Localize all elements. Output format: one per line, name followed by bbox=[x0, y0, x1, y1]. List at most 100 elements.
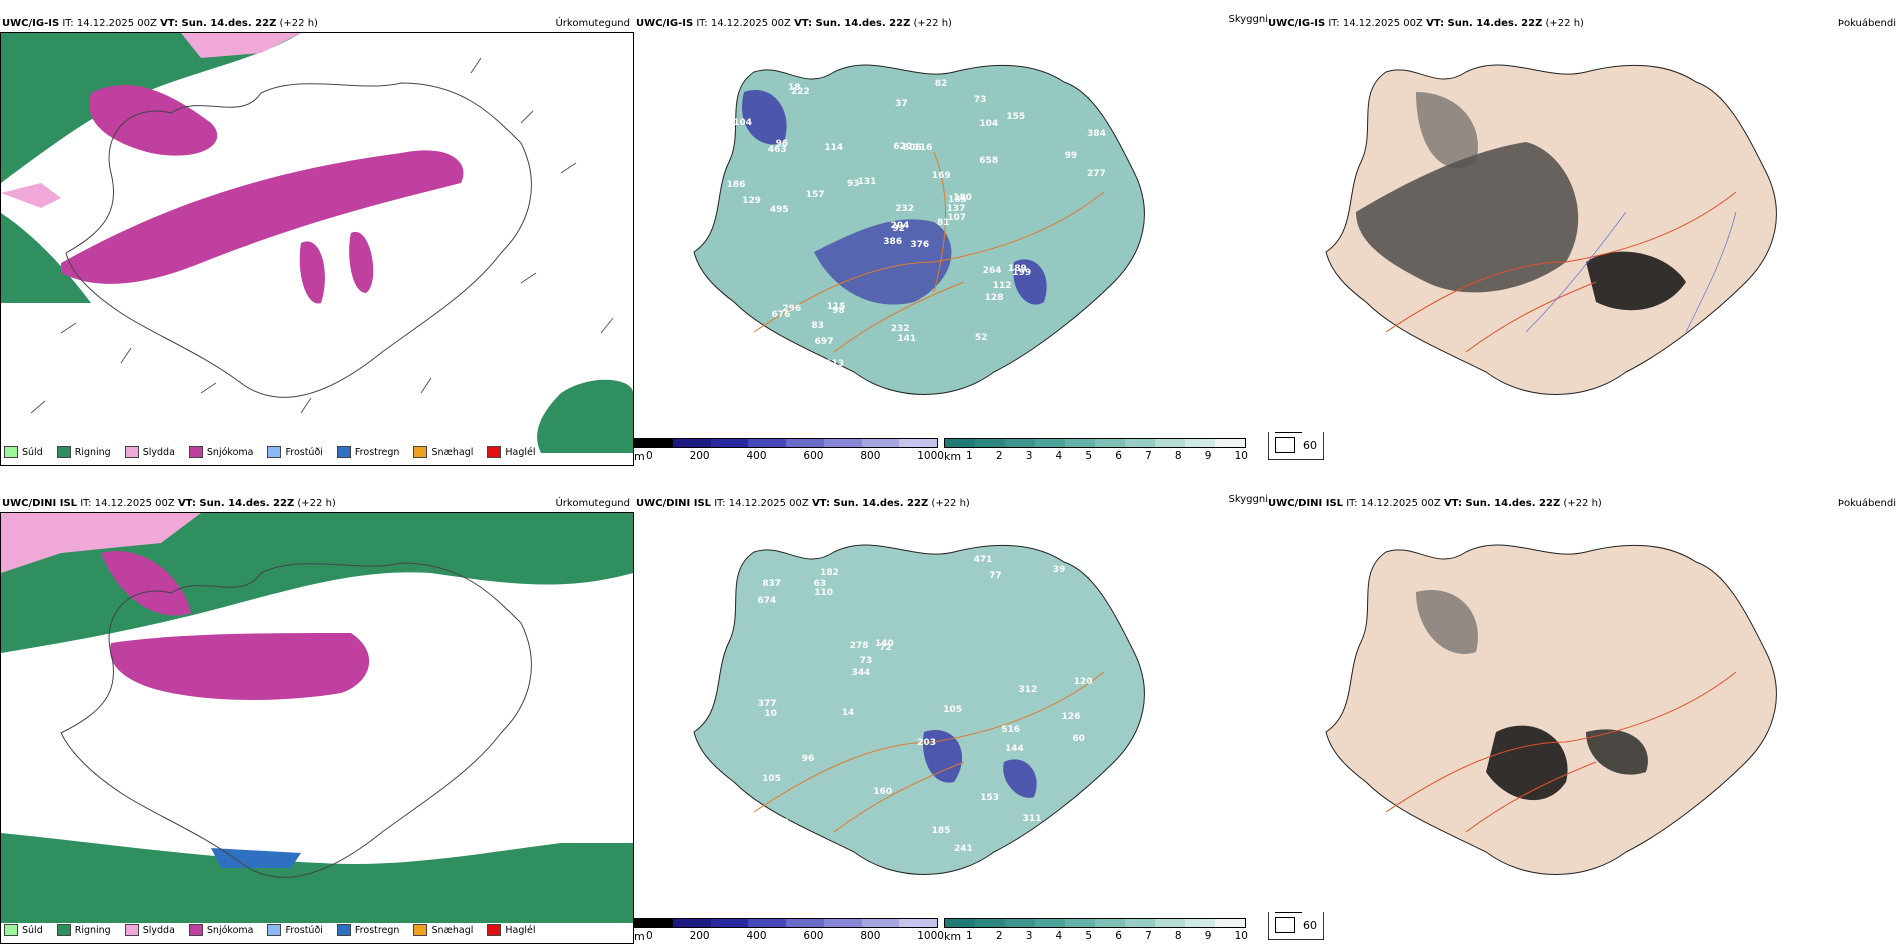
elevation-label: 296 bbox=[782, 303, 802, 314]
elevation-label: 232 bbox=[895, 203, 915, 214]
precip-map bbox=[1, 33, 633, 465]
elevation-label: 168 bbox=[769, 817, 789, 828]
elevation-label: 98 bbox=[832, 306, 845, 317]
elevation-label: 697 bbox=[814, 337, 834, 348]
elevation-label: 10 bbox=[1076, 330, 1089, 341]
panel-title: Úrkomutegund bbox=[555, 498, 630, 509]
elevation-label: 83 bbox=[811, 321, 824, 332]
elevation-label: 96 bbox=[801, 754, 815, 765]
elevation-label: 386 bbox=[883, 237, 903, 248]
elevation-label: 103 bbox=[1050, 362, 1069, 373]
header: UWC/DINI ISL IT: 14.12.2025 00Z VT: Sun.… bbox=[1268, 498, 1602, 509]
elevation-label: 104 bbox=[979, 119, 999, 130]
elevation-label: 157 bbox=[805, 190, 825, 201]
legend-item: Súld bbox=[4, 446, 43, 458]
elevation-label: 658 bbox=[979, 156, 999, 167]
elevation-label: 155 bbox=[1006, 111, 1026, 122]
panel-title: Þokuábendi bbox=[1837, 498, 1896, 509]
legend-item: Rigning bbox=[56, 924, 111, 936]
elevation-label: 674 bbox=[757, 595, 777, 606]
elevation-label: 93 bbox=[846, 179, 860, 190]
header: UWC/IG-IS IT: 14.12.2025 00Z VT: Sun. 14… bbox=[1268, 18, 1584, 29]
elevation-label: 222 bbox=[790, 87, 810, 98]
relief-map bbox=[634, 32, 1266, 432]
cloud-colorbar bbox=[944, 438, 1246, 448]
header: UWC/IG-IS IT: 14.12.2025 00Z VT: Sun. 14… bbox=[2, 18, 318, 29]
legend-item: Frostregn bbox=[336, 446, 399, 458]
elevation-label: 39 bbox=[1052, 565, 1066, 576]
elevation-label: 18 bbox=[788, 83, 801, 94]
elevation-label: 169 bbox=[931, 171, 951, 182]
elevation-colorbar bbox=[634, 918, 938, 928]
elevation-unit: m bbox=[634, 450, 645, 463]
elevation-label: 141 bbox=[897, 333, 917, 344]
precip-legend: Súld Rigning Slydda Snjókoma Frostúði Fr… bbox=[4, 446, 544, 458]
visibility-label: Skyggni bbox=[1228, 14, 1268, 25]
relief-panel-bottom: UWC/DINI ISL IT: 14.12.2025 00Z VT: Sun.… bbox=[634, 494, 1324, 946]
elevation-label: 126 bbox=[1061, 712, 1081, 723]
elevation-labels-bottom: 516 126 168 182 72 311 105 77 278 241 674 377 837 71 1… bbox=[634, 512, 1266, 908]
elevation-label: 90 bbox=[753, 335, 767, 346]
fog-map bbox=[1266, 32, 1900, 432]
elevation-label: 99 bbox=[1064, 151, 1078, 162]
elevation-label: 112 bbox=[992, 281, 1012, 292]
legend-item: Snæhagl bbox=[413, 446, 473, 458]
legend-item: Snjókoma bbox=[188, 924, 253, 936]
elevation-label: 128 bbox=[984, 293, 1004, 304]
elevation-label: 129 bbox=[742, 195, 761, 206]
elevation-label: 14 bbox=[841, 707, 855, 718]
relief-map bbox=[634, 512, 1266, 908]
elevation-label: 203 bbox=[917, 737, 936, 748]
elevation-label: 806 bbox=[902, 142, 922, 153]
legend-item: Haglél bbox=[487, 446, 536, 458]
elevation-label: 277 bbox=[1086, 169, 1106, 180]
legend-item: Súld bbox=[4, 924, 43, 936]
elevation-label: 186 bbox=[726, 179, 746, 190]
elevation-label: 114 bbox=[824, 143, 844, 153]
elevation-label: 137 bbox=[946, 204, 966, 215]
fog-map bbox=[1266, 512, 1900, 912]
elevation-ticks: 0 200 400 600 800 1000 bbox=[646, 930, 944, 942]
legend-item: Snjókoma bbox=[188, 446, 253, 458]
elevation-label: 140 bbox=[875, 639, 894, 650]
elevation-label: 312 bbox=[1018, 684, 1038, 695]
elevation-label: 204 bbox=[890, 220, 910, 231]
elevation-label: 96 bbox=[775, 139, 789, 150]
elevation-label: 81 bbox=[936, 218, 950, 229]
elevation-label: 156 bbox=[757, 369, 777, 380]
elevation-label: 344 bbox=[851, 668, 871, 679]
elevation-label: 92 bbox=[892, 223, 905, 234]
elevation-label: 232 bbox=[890, 323, 910, 334]
elevation-label: 104 bbox=[733, 118, 753, 129]
cloud-unit: km bbox=[944, 450, 962, 463]
elevation-label: 160 bbox=[873, 786, 893, 797]
cloud-unit: km bbox=[944, 930, 962, 943]
elevation-label: 620 bbox=[893, 141, 913, 152]
elevation-label: 116 bbox=[913, 142, 933, 153]
elevation-label: 10 bbox=[764, 708, 777, 719]
elevation-label: 73 bbox=[973, 94, 987, 105]
elevation-label: 105 bbox=[762, 774, 781, 785]
elevation-label: 107 bbox=[947, 212, 967, 223]
elevation-label: 52 bbox=[974, 332, 988, 343]
elevation-label: 185 bbox=[947, 195, 967, 206]
elevation-label: 591 bbox=[788, 367, 808, 378]
elevation-label: 72 bbox=[879, 642, 892, 653]
elevation-label: 73 bbox=[859, 656, 873, 667]
elevation-colorbar bbox=[634, 438, 938, 448]
elevation-label: 241 bbox=[953, 844, 973, 855]
elevation-label: 144 bbox=[1004, 744, 1024, 755]
panel-title: Úrkomutegund bbox=[555, 18, 630, 29]
visibility-label: Skyggni bbox=[1228, 494, 1268, 505]
elevation-ticks: 0 200 400 600 800 1000 bbox=[646, 450, 944, 462]
elevation-label: 63 bbox=[813, 579, 827, 590]
elevation-label: 189 bbox=[1008, 264, 1027, 275]
precip-map-frame bbox=[0, 512, 634, 944]
elevation-label: 264 bbox=[982, 266, 1002, 277]
legend-item: Haglél bbox=[487, 924, 536, 936]
legend-item: Frostregn bbox=[336, 924, 399, 936]
header: UWC/DINI ISL IT: 14.12.2025 00Z VT: Sun.… bbox=[636, 498, 970, 509]
header: UWC/DINI ISL IT: 14.12.2025 00Z VT: Sun.… bbox=[2, 498, 336, 509]
elevation-label: 837 bbox=[762, 578, 782, 589]
elevation-label: 110 bbox=[814, 587, 834, 598]
